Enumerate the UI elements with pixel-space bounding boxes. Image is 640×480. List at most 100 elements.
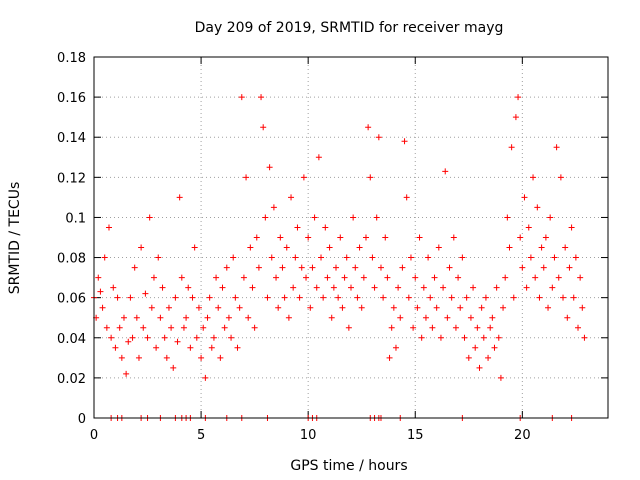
data-point [204, 314, 211, 321]
x-tick-label: 20 [514, 428, 531, 443]
data-point [525, 224, 532, 231]
data-point [238, 94, 245, 101]
data-point [315, 154, 322, 161]
data-point [382, 234, 389, 241]
data-point [330, 284, 337, 291]
data-point [412, 274, 419, 281]
data-point [476, 364, 483, 371]
data-point [519, 264, 526, 271]
data-point [140, 324, 147, 331]
data-point [105, 224, 112, 231]
data-point [144, 334, 151, 341]
data-point [392, 344, 399, 351]
axis-ticks: 0 0.02 0.04 0.06 0.08 0.1 0.12 0.14 0.16 0.18 0 5 10… [57, 51, 608, 443]
data-point [138, 244, 145, 251]
data-point [285, 314, 292, 321]
data-point [206, 294, 213, 301]
data-point [444, 314, 451, 321]
data-point [120, 314, 127, 321]
data-point [296, 294, 303, 301]
data-point [365, 124, 372, 131]
data-point [133, 314, 140, 321]
data-point [95, 274, 102, 281]
data-point [532, 274, 539, 281]
data-point [530, 174, 537, 181]
data-point [183, 314, 190, 321]
data-point [303, 274, 310, 281]
data-point [557, 174, 564, 181]
data-point [542, 234, 549, 241]
data-point [549, 284, 556, 291]
data-point [191, 244, 198, 251]
data-point [422, 314, 429, 321]
data-point [219, 284, 226, 291]
data-point [577, 274, 584, 281]
data-point [243, 174, 250, 181]
data-point [189, 294, 196, 301]
data-point [435, 244, 442, 251]
y-tick-label: 0.02 [57, 372, 86, 387]
data-point [213, 274, 220, 281]
data-point [266, 164, 273, 171]
data-point [390, 304, 397, 311]
data-point [515, 94, 522, 101]
data-point [320, 294, 327, 301]
data-point [260, 124, 267, 131]
data-point [425, 254, 432, 261]
data-point [155, 254, 162, 261]
data-point [527, 254, 534, 261]
data-point [112, 344, 119, 351]
data-point [163, 354, 170, 361]
data-point [135, 354, 142, 361]
x-tick-label: 5 [197, 428, 205, 443]
data-point [150, 274, 157, 281]
data-point [309, 264, 316, 271]
data-point [564, 314, 571, 321]
data-point [437, 334, 444, 341]
data-point [101, 254, 108, 261]
data-point [500, 304, 507, 311]
data-point [208, 344, 215, 351]
data-point [131, 264, 138, 271]
data-point [467, 314, 474, 321]
data-point [572, 254, 579, 261]
data-point [127, 294, 134, 301]
data-point [448, 294, 455, 301]
data-point [153, 344, 160, 351]
data-point [337, 234, 344, 241]
chart-title: Day 209 of 2019, SRMTID for receiver may… [195, 20, 504, 36]
data-point [352, 264, 359, 271]
data-point [497, 374, 504, 381]
data-point [485, 354, 492, 361]
data-point [185, 284, 192, 291]
data-point [253, 234, 260, 241]
y-tick-label: 0.18 [57, 51, 86, 66]
data-point [455, 274, 462, 281]
data-point [193, 334, 200, 341]
data-point [553, 144, 560, 151]
data-point [333, 264, 340, 271]
data-point [502, 274, 509, 281]
data-point [440, 284, 447, 291]
data-point [279, 264, 286, 271]
data-point [225, 314, 232, 321]
data-point [249, 284, 256, 291]
data-point [270, 204, 277, 211]
data-point [380, 294, 387, 301]
data-point [373, 214, 380, 221]
y-tick-label: 0 [78, 412, 86, 427]
data-point [99, 304, 106, 311]
data-point [508, 144, 515, 151]
data-point [429, 324, 436, 331]
grid [94, 57, 608, 418]
y-tick-label: 0.12 [57, 171, 86, 186]
data-point [360, 274, 367, 281]
data-point [123, 370, 130, 377]
data-point [313, 284, 320, 291]
data-point [290, 284, 297, 291]
data-point [407, 254, 414, 261]
data-point [405, 294, 412, 301]
data-point [298, 264, 305, 271]
data-point [399, 264, 406, 271]
data-point [493, 284, 500, 291]
